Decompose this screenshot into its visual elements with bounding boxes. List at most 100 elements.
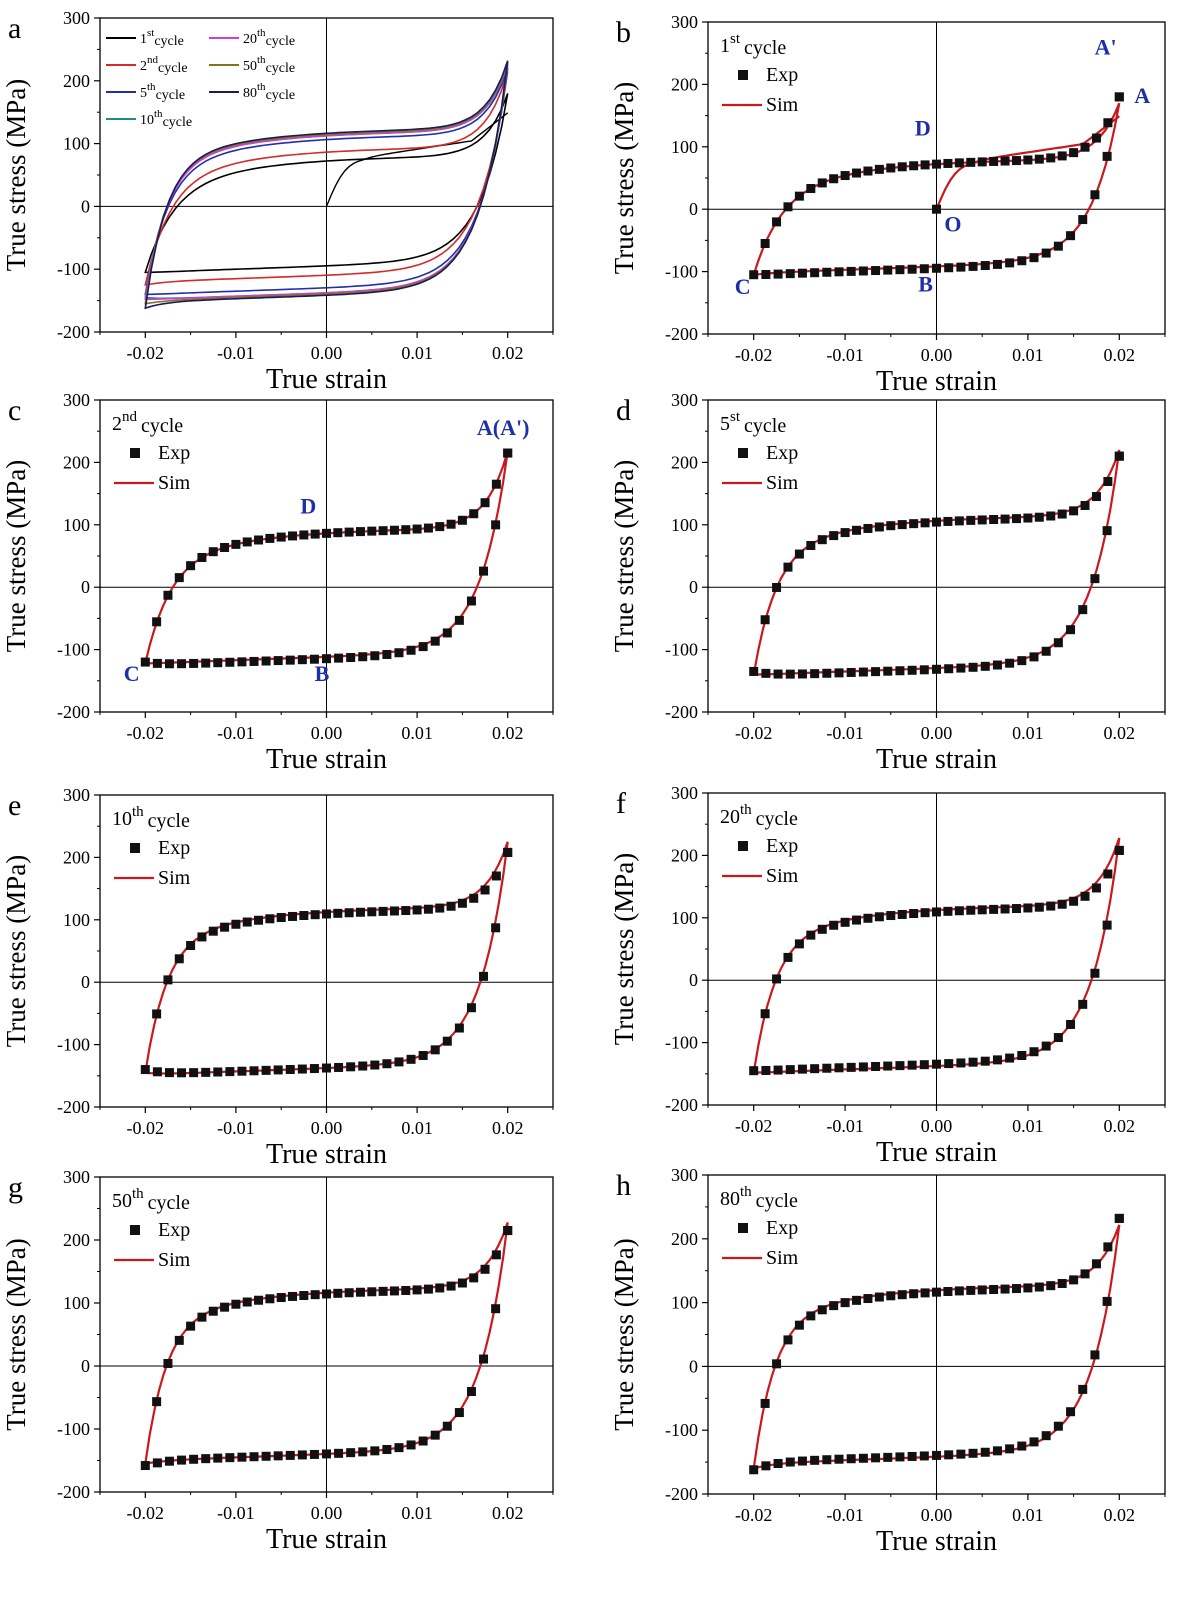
exp-marker <box>220 1302 230 1312</box>
plot-area <box>749 1213 1124 1475</box>
exp-marker <box>1057 1278 1067 1288</box>
exp-marker <box>197 932 207 942</box>
cycle-label: 10th cycle <box>112 804 190 832</box>
exp-marker <box>1080 1269 1090 1279</box>
y-tick-label: 200 <box>63 452 90 472</box>
exp-marker <box>954 906 964 916</box>
x-tick-label: -0.01 <box>217 1503 255 1523</box>
exp-marker <box>367 1287 377 1297</box>
exp-marker <box>1053 241 1063 251</box>
exp-marker <box>1091 133 1101 143</box>
exp-marker <box>309 1449 319 1459</box>
exp-marker <box>322 909 331 919</box>
exp-marker <box>1078 999 1088 1009</box>
exp-marker <box>895 1452 905 1462</box>
cycle-label: 80th cycle <box>720 1184 798 1212</box>
exp-marker <box>261 1451 271 1461</box>
x-tick-label: 0.02 <box>1104 723 1136 743</box>
exp-marker <box>480 885 490 895</box>
legend: 1st cycle Exp Sim <box>720 31 799 116</box>
exp-marker <box>907 665 917 675</box>
exp-marker <box>761 668 771 678</box>
exp-marker <box>491 871 501 881</box>
exp-marker <box>1057 151 1067 161</box>
y-tick-label: -200 <box>665 702 698 722</box>
exp-marker <box>749 270 759 280</box>
y-tick-label: 200 <box>671 1229 698 1249</box>
x-tick-label: 0.01 <box>1012 723 1044 743</box>
legend: 2nd cycle Exp Sim <box>112 409 191 494</box>
exp-marker <box>858 1453 868 1463</box>
exp-marker <box>1066 1019 1076 1029</box>
exp-marker <box>1011 156 1021 166</box>
exp-marker <box>344 527 354 537</box>
x-tick-label: -0.01 <box>217 343 255 363</box>
y-tick-label: -100 <box>57 640 90 660</box>
exp-marker <box>140 1461 150 1471</box>
exp-marker <box>966 905 976 915</box>
exp-marker <box>1046 153 1056 163</box>
exp-marker <box>943 1287 953 1297</box>
legend-entry: 1stcycle <box>140 27 184 49</box>
exp-marker <box>310 1290 320 1300</box>
exp-marker <box>197 1312 207 1322</box>
y-tick-label: -200 <box>665 1095 698 1115</box>
legend: 50th cycle Exp Sim <box>112 1186 191 1271</box>
exp-marker <box>1011 904 1021 914</box>
exp-marker <box>466 1387 476 1397</box>
exp-marker <box>772 1359 782 1369</box>
legend-sim-label: Sim <box>766 94 799 116</box>
exp-marker <box>177 1068 187 1078</box>
exp-marker <box>152 617 162 627</box>
x-axis-label: True strain <box>266 364 387 395</box>
y-tick-label: 0 <box>689 1356 698 1376</box>
exp-marker <box>1066 231 1076 241</box>
plot-area <box>749 837 1124 1076</box>
exp-marker <box>858 1062 868 1072</box>
exp-marker <box>1046 511 1056 521</box>
exp-marker <box>220 922 230 932</box>
legend-exp-label: Exp <box>766 835 798 857</box>
exp-marker <box>772 974 782 984</box>
exp-marker <box>309 654 319 664</box>
y-tick-label: 0 <box>81 972 90 992</box>
exp-marker <box>1023 155 1033 165</box>
exp-marker <box>966 515 976 525</box>
exp-marker <box>273 1451 283 1461</box>
legend-exp-label: Exp <box>766 64 798 86</box>
exp-marker <box>322 654 331 664</box>
exp-marker <box>333 528 343 538</box>
y-tick-label: -200 <box>665 324 698 344</box>
exp-marker <box>1046 901 1056 911</box>
x-tick-label: 0.01 <box>1012 1505 1044 1525</box>
exp-marker <box>406 645 416 655</box>
exp-marker <box>254 1295 264 1305</box>
x-tick-label: 0.02 <box>1104 345 1136 365</box>
exp-marker <box>1057 899 1067 909</box>
exp-marker <box>389 906 399 916</box>
exp-marker <box>1017 656 1027 666</box>
exp-marker <box>297 655 307 665</box>
exp-marker <box>479 1354 489 1364</box>
exp-marker <box>276 1293 286 1303</box>
x-tick-label: -0.01 <box>826 345 864 365</box>
y-tick-label: 300 <box>63 1167 90 1187</box>
exp-marker <box>1000 156 1010 166</box>
exp-marker <box>1103 1242 1113 1252</box>
exp-marker <box>1000 514 1010 524</box>
x-tick-label: 0.01 <box>401 343 433 363</box>
legend-sim-label: Sim <box>766 865 799 887</box>
exp-marker <box>956 262 966 272</box>
exp-marker <box>225 1453 235 1463</box>
exp-marker <box>140 1065 150 1075</box>
exp-marker <box>249 656 259 666</box>
exp-marker <box>412 1285 422 1295</box>
x-tick-label: 0.00 <box>311 343 343 363</box>
exp-marker <box>242 537 252 547</box>
exp-marker <box>977 905 987 915</box>
exp-marker <box>822 1063 832 1073</box>
y-tick-label: 100 <box>63 515 90 535</box>
exp-marker <box>822 1455 832 1465</box>
y-axis-label: True stress (MPa) <box>609 460 639 653</box>
y-tick-label: 200 <box>671 74 698 94</box>
